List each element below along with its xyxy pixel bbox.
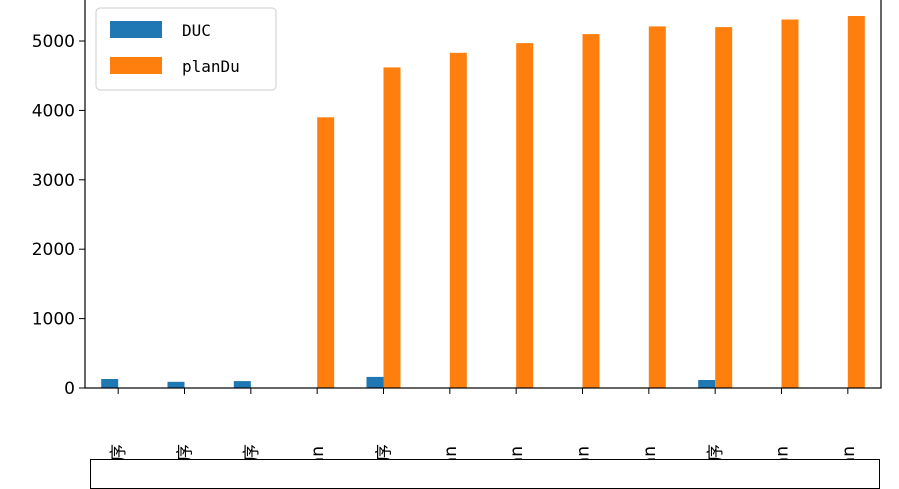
y-tick-label: 1000 (32, 310, 75, 330)
y-axis: 0 1000 2000 3000 4000 5000 (32, 32, 85, 399)
legend-swatch-duc (110, 21, 162, 38)
bar-plandu-8 (648, 26, 666, 389)
bar-plandu-11 (847, 16, 865, 388)
y-tick-label: 3000 (32, 171, 75, 191)
bar-plandu-10 (781, 19, 799, 388)
bar-plandu-6 (516, 43, 534, 388)
y-tick-label: 4000 (32, 101, 75, 121)
legend: DUC planDu (95, 7, 277, 91)
bar-duc-2 (233, 381, 251, 388)
bar-plandu-7 (582, 34, 600, 388)
bar-plandu-4 (383, 67, 401, 389)
plot-frame (84, 0, 882, 389)
bar-duc-4 (366, 376, 384, 388)
bar-plandu-3 (317, 117, 335, 389)
bar-plandu-5 (449, 52, 467, 389)
y-tick-label: 2000 (32, 240, 75, 260)
y-tick-label: 5000 (32, 32, 75, 52)
bar-plandu-9 (715, 27, 733, 388)
legend-swatch-plandu (110, 57, 162, 74)
data-table-frame (90, 459, 880, 489)
legend-label-plandu: planDu (182, 57, 240, 76)
y-tick-label: 0 (64, 379, 75, 399)
bars-group (101, 16, 865, 389)
bar-duc-9 (698, 380, 716, 388)
bar-duc-0 (101, 379, 119, 388)
bar-duc-1 (167, 381, 185, 388)
legend-label-duc: DUC (182, 21, 211, 40)
